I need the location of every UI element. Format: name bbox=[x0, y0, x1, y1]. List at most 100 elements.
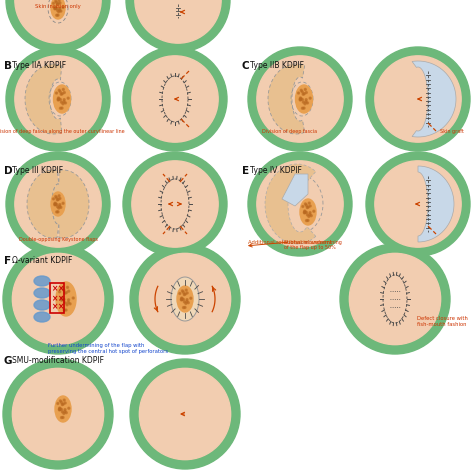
Circle shape bbox=[15, 56, 101, 142]
Circle shape bbox=[307, 102, 309, 104]
Circle shape bbox=[56, 211, 58, 213]
Circle shape bbox=[306, 207, 308, 209]
Circle shape bbox=[54, 6, 56, 8]
Circle shape bbox=[60, 206, 62, 209]
Circle shape bbox=[63, 101, 65, 103]
Text: Type IIA KDPIF: Type IIA KDPIF bbox=[12, 61, 66, 70]
Circle shape bbox=[309, 214, 311, 216]
Circle shape bbox=[313, 210, 315, 212]
Ellipse shape bbox=[295, 85, 312, 113]
Polygon shape bbox=[25, 64, 62, 134]
Circle shape bbox=[181, 299, 182, 301]
Circle shape bbox=[60, 101, 63, 103]
Circle shape bbox=[67, 301, 69, 303]
Text: fish-mouth fashion: fish-mouth fashion bbox=[417, 322, 466, 328]
Text: E: E bbox=[242, 166, 249, 176]
Circle shape bbox=[307, 219, 309, 221]
Circle shape bbox=[181, 298, 183, 300]
Circle shape bbox=[53, 198, 55, 200]
Circle shape bbox=[55, 8, 58, 9]
Text: F: F bbox=[4, 256, 11, 266]
Text: ×: × bbox=[57, 284, 63, 293]
Circle shape bbox=[59, 204, 61, 206]
Circle shape bbox=[59, 205, 61, 207]
Circle shape bbox=[56, 14, 58, 16]
Circle shape bbox=[59, 9, 61, 11]
Circle shape bbox=[67, 97, 69, 99]
Circle shape bbox=[257, 161, 343, 247]
Ellipse shape bbox=[34, 300, 50, 310]
Circle shape bbox=[60, 401, 63, 403]
Circle shape bbox=[59, 407, 61, 409]
Circle shape bbox=[64, 302, 66, 304]
Circle shape bbox=[132, 56, 218, 142]
Circle shape bbox=[309, 211, 311, 214]
Circle shape bbox=[181, 297, 182, 299]
Circle shape bbox=[58, 195, 60, 197]
Circle shape bbox=[61, 417, 63, 419]
Text: Additional rotational movement: Additional rotational movement bbox=[248, 239, 332, 245]
Text: C: C bbox=[242, 61, 250, 71]
Circle shape bbox=[123, 47, 227, 151]
Ellipse shape bbox=[34, 312, 50, 322]
Circle shape bbox=[187, 301, 189, 304]
Circle shape bbox=[301, 91, 303, 93]
Circle shape bbox=[59, 107, 62, 109]
Ellipse shape bbox=[177, 286, 193, 312]
Circle shape bbox=[181, 298, 182, 300]
Ellipse shape bbox=[300, 199, 316, 225]
Circle shape bbox=[61, 403, 63, 406]
Text: Skin graft: Skin graft bbox=[440, 128, 464, 134]
Circle shape bbox=[64, 410, 66, 412]
Text: Type IV KDPIF: Type IV KDPIF bbox=[250, 166, 302, 175]
Circle shape bbox=[69, 303, 71, 305]
Circle shape bbox=[64, 409, 66, 410]
Circle shape bbox=[68, 299, 70, 301]
Circle shape bbox=[139, 253, 231, 345]
Text: SMU-modification KDPIF: SMU-modification KDPIF bbox=[12, 356, 104, 365]
Circle shape bbox=[64, 91, 65, 93]
Polygon shape bbox=[52, 170, 89, 238]
Text: Type IIB KDPIF: Type IIB KDPIF bbox=[250, 61, 304, 70]
Circle shape bbox=[3, 359, 113, 469]
Text: Type III KDPIF: Type III KDPIF bbox=[12, 166, 63, 175]
Circle shape bbox=[62, 411, 64, 413]
Circle shape bbox=[6, 47, 110, 151]
Circle shape bbox=[304, 103, 306, 105]
Circle shape bbox=[6, 0, 110, 52]
Circle shape bbox=[58, 98, 60, 100]
Circle shape bbox=[54, 8, 56, 10]
Circle shape bbox=[6, 152, 110, 256]
Polygon shape bbox=[412, 61, 456, 137]
Circle shape bbox=[55, 196, 57, 198]
Circle shape bbox=[57, 402, 59, 404]
Text: D: D bbox=[4, 166, 13, 176]
Text: preserving the central hot spot of perforators: preserving the central hot spot of perfo… bbox=[48, 348, 168, 354]
Circle shape bbox=[55, 7, 56, 9]
Circle shape bbox=[300, 89, 302, 91]
Circle shape bbox=[305, 91, 307, 93]
Circle shape bbox=[68, 290, 70, 292]
Circle shape bbox=[305, 99, 307, 100]
Circle shape bbox=[300, 97, 301, 99]
Circle shape bbox=[60, 10, 62, 12]
Circle shape bbox=[306, 219, 308, 221]
Circle shape bbox=[53, 2, 55, 4]
Text: Skin incision only: Skin incision only bbox=[35, 3, 81, 9]
Text: Division of deep fascia: Division of deep fascia bbox=[263, 128, 318, 134]
Circle shape bbox=[12, 253, 104, 345]
Circle shape bbox=[248, 152, 352, 256]
Circle shape bbox=[366, 47, 470, 151]
Circle shape bbox=[130, 244, 240, 354]
Ellipse shape bbox=[55, 396, 71, 422]
Circle shape bbox=[123, 152, 227, 256]
Circle shape bbox=[57, 211, 59, 213]
Circle shape bbox=[305, 211, 308, 213]
Circle shape bbox=[135, 0, 221, 43]
Ellipse shape bbox=[56, 282, 76, 316]
Circle shape bbox=[57, 98, 59, 100]
Circle shape bbox=[57, 97, 60, 99]
Circle shape bbox=[302, 93, 304, 95]
Circle shape bbox=[183, 301, 185, 303]
Circle shape bbox=[301, 99, 303, 100]
